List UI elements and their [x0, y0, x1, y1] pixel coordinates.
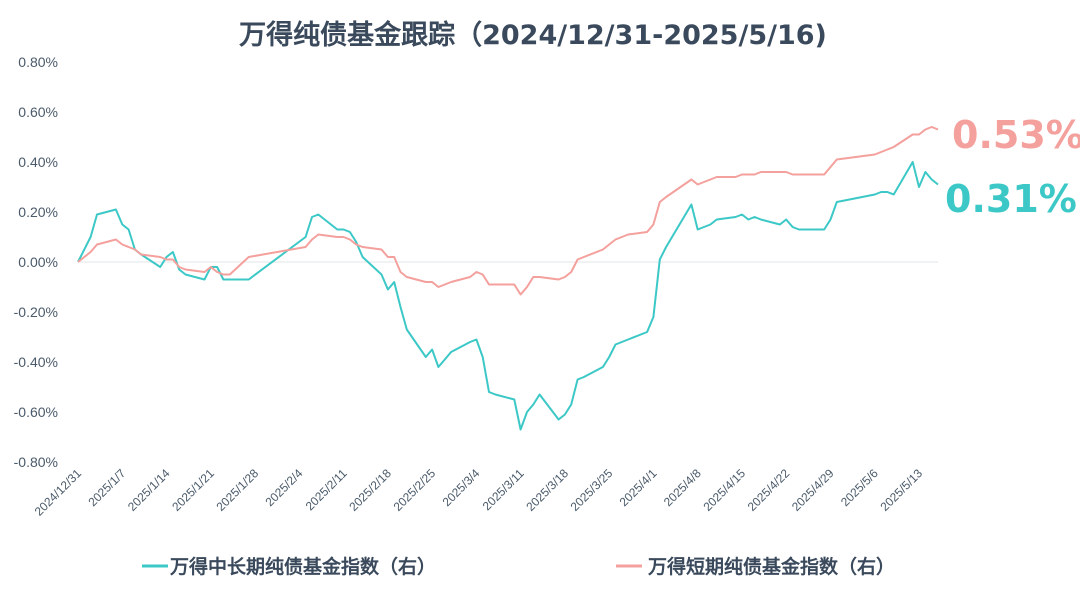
series-line-short: [77, 126, 939, 296]
y-tick-label: 0.40%: [18, 154, 58, 170]
y-tick-label: -0.80%: [14, 454, 58, 470]
chart-title: 万得纯债基金跟踪（2024/12/31-2025/5/16): [239, 19, 827, 51]
y-tick-label: -0.20%: [14, 304, 58, 320]
x-tick-label: 2025/4/15: [700, 466, 748, 514]
y-tick-label: -0.60%: [14, 404, 58, 420]
y-tick-label: 0.20%: [18, 204, 58, 220]
y-tick-label: -0.40%: [14, 354, 58, 370]
legend: 万得中长期纯债基金指数（右） 万得短期纯债基金指数（右）: [142, 555, 895, 578]
x-tick-label: 2025/1/28: [214, 466, 262, 514]
x-tick-label: 2025/1/7: [85, 466, 128, 509]
series-line-long: [77, 161, 939, 431]
x-tick-label: 2025/4/29: [789, 466, 837, 514]
x-tick-label: 2025/4/1: [617, 466, 660, 509]
y-axis: 0.80% 0.60% 0.40% 0.20% 0.00% -0.20% -0.40% -0.…: [14, 54, 58, 470]
legend-label-short: 万得短期纯债基金指数（右）: [647, 555, 895, 578]
x-tick-label: 2025/5/13: [877, 466, 925, 514]
x-tick-label: 2025/5/6: [838, 466, 881, 509]
end-label-short: 0.53%: [952, 113, 1080, 157]
end-label-long: 0.31%: [945, 177, 1077, 221]
y-tick-label: 0.00%: [18, 254, 58, 270]
x-tick-label: 2025/1/14: [125, 466, 173, 514]
x-tick-label: 2025/2/18: [346, 466, 394, 514]
x-tick-label: 2025/4/22: [745, 466, 793, 514]
x-tick-label: 2024/12/31: [32, 466, 85, 519]
x-axis: 2024/12/31 2025/1/72025/1/142025/1/212025…: [32, 466, 926, 519]
plot-area: [77, 126, 939, 431]
x-tick-label: 2025/1/21: [169, 466, 217, 514]
y-tick-label: 0.60%: [18, 104, 58, 120]
x-tick-label: 2025/2/25: [391, 466, 439, 514]
x-tick-label: 2025/3/18: [523, 466, 571, 514]
x-tick-label: 2025/4/8: [661, 466, 704, 509]
y-tick-label: 0.80%: [18, 54, 58, 70]
legend-label-long: 万得中长期纯债基金指数（右）: [169, 555, 436, 578]
x-tick-label: 2025/2/11: [303, 466, 350, 513]
x-tick-label: 2025/3/4: [440, 466, 483, 509]
x-tick-label: 2025/3/11: [480, 466, 527, 513]
x-tick-label: 2025/2/4: [263, 466, 306, 509]
x-tick-label: 2025/3/25: [568, 466, 616, 514]
